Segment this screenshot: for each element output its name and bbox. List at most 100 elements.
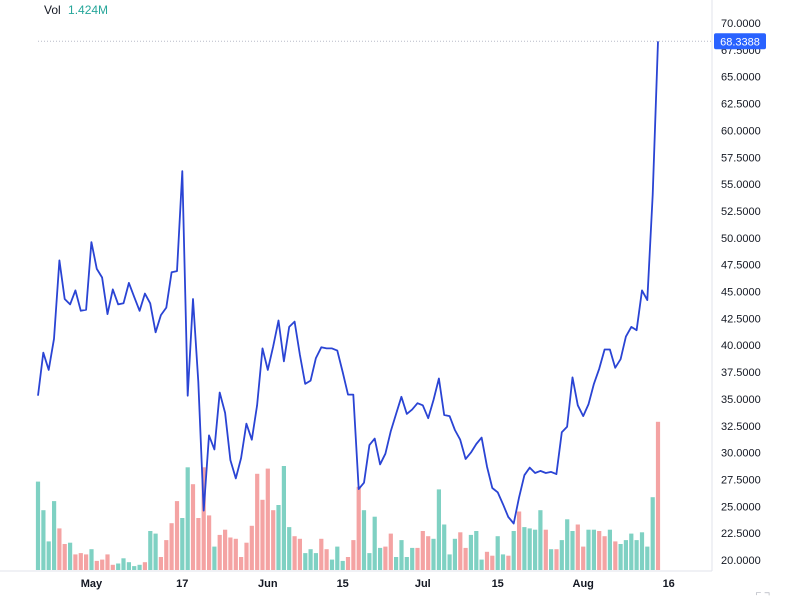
volume-bar <box>383 546 388 570</box>
price-tick-label: 62.5000 <box>721 99 761 111</box>
price-series-line <box>37 41 659 525</box>
volume-bar <box>591 529 596 570</box>
volume-bar <box>335 546 340 570</box>
volume-bar <box>308 549 313 570</box>
volume-bar <box>597 531 602 570</box>
volume-bar <box>394 557 399 570</box>
volume-bar <box>287 527 292 570</box>
volume-bar <box>207 515 212 570</box>
volume-bar <box>116 563 121 570</box>
price-tick-label: 42.5000 <box>721 313 761 325</box>
volume-bar <box>142 562 147 570</box>
volume-bar <box>249 525 254 570</box>
volume-bar <box>35 481 41 570</box>
volume-bar <box>201 467 206 570</box>
price-tick-label: 57.5000 <box>721 152 761 164</box>
volume-bar <box>132 566 137 570</box>
volume-bar <box>570 531 575 570</box>
volume-bar <box>618 544 623 570</box>
volume-bar <box>650 497 655 570</box>
volume-bar <box>94 560 99 570</box>
volume-bar <box>613 541 618 570</box>
volume-bar <box>239 557 244 570</box>
volume-bar <box>228 537 233 570</box>
volume-bar <box>506 555 511 570</box>
volume-bar <box>356 486 361 570</box>
price-tick-label: 22.5000 <box>721 528 761 540</box>
price-tick-label: 45.0000 <box>721 287 761 299</box>
volume-bar <box>329 559 335 570</box>
volume-bar <box>84 554 89 570</box>
volume-bar <box>68 542 73 570</box>
volume-bar <box>388 533 393 570</box>
price-tick-label: 70.0000 <box>721 18 761 30</box>
price-tick-label: 25.0000 <box>721 501 761 513</box>
volume-bar <box>52 501 57 570</box>
volume-bar <box>110 564 115 570</box>
price-tick-label: 40.0000 <box>721 340 761 352</box>
volume-bar <box>345 557 351 570</box>
time-tick-label: 15 <box>492 578 504 590</box>
volume-bar <box>442 524 447 570</box>
volume-bar <box>62 544 67 570</box>
volume-bar <box>538 510 543 570</box>
volume-bar <box>517 511 522 570</box>
volume-bar <box>474 531 479 570</box>
time-axis[interactable]: May 17 Jun 15 Jul 15 Aug 16 <box>81 578 675 590</box>
price-tick-label: 50.0000 <box>721 233 761 245</box>
volume-bar <box>73 554 78 570</box>
price-tick-label: 20.0000 <box>721 555 761 567</box>
volume-bar <box>410 547 415 570</box>
volume-bar <box>468 534 473 570</box>
volume-bar <box>255 473 260 570</box>
volume-bar <box>629 533 634 570</box>
volume-bar <box>639 532 645 570</box>
volume-bar <box>41 510 46 570</box>
price-tick-label: 37.5000 <box>721 367 761 379</box>
volume-bar <box>281 466 286 570</box>
volume-bar <box>319 538 324 570</box>
volume-bar <box>655 421 661 570</box>
volume-bar <box>121 558 126 570</box>
volume-bar <box>297 538 302 570</box>
tradingview-corner-icon: ⌐ ¬ <box>755 588 770 599</box>
volume-bar <box>313 553 318 570</box>
volume-bar <box>399 540 404 570</box>
volume-legend-label: Vol <box>44 3 61 17</box>
time-tick-label: May <box>81 578 103 590</box>
volume-bar <box>223 529 228 570</box>
volume-bar <box>404 557 409 570</box>
volume-bar <box>244 542 249 570</box>
volume-legend: Vol 1.424M <box>44 3 108 17</box>
last-price-badge: 68.3388 <box>714 33 766 50</box>
volume-bar <box>575 524 580 570</box>
volume-bar <box>303 553 308 570</box>
volume-bar <box>522 527 527 570</box>
volume-bar <box>452 538 457 570</box>
volume-bar <box>126 562 131 570</box>
volume-bar <box>351 540 356 570</box>
volume-bar <box>436 489 441 570</box>
volume-bar <box>276 505 281 570</box>
volume-bar <box>180 518 185 570</box>
volume-bar <box>137 564 142 570</box>
volume-bar <box>105 554 110 570</box>
volume-legend-value: 1.424M <box>68 3 109 17</box>
volume-bar <box>527 528 532 570</box>
volume-bar <box>554 549 559 570</box>
volume-bar <box>634 540 639 570</box>
volume-bar <box>559 540 564 570</box>
volume-bar <box>158 557 163 570</box>
time-tick-label: Aug <box>573 578 594 590</box>
volume-bar <box>372 516 377 570</box>
volume-bar <box>484 551 490 570</box>
volume-bar <box>581 546 586 570</box>
time-tick-label: 15 <box>337 578 349 590</box>
volume-bar <box>602 536 607 570</box>
time-tick-label: Jun <box>258 578 278 590</box>
price-axis[interactable]: 20.0000 22.5000 25.0000 27.5000 30.0000 32.50… <box>721 18 761 567</box>
volume-bar <box>458 532 463 570</box>
volume-bar <box>190 484 196 570</box>
volume-bar <box>217 534 222 570</box>
